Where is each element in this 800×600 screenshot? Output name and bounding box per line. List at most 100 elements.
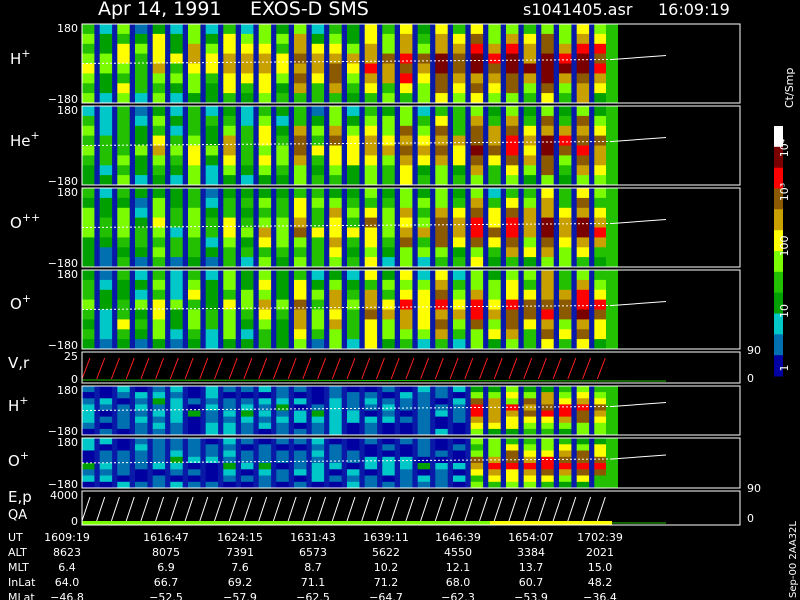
heatmap-cell [541, 165, 554, 176]
heatmap-cell [506, 456, 519, 464]
heatmap-cell [435, 386, 448, 393]
heatmap-cell [258, 475, 272, 483]
heatmap-cell [541, 398, 554, 405]
heatmap-cell [276, 53, 289, 64]
ephem-cell: 12.1 [446, 561, 471, 574]
heatmap-cell [453, 416, 466, 424]
heatmap-cell [258, 339, 272, 350]
heatmap-cell [541, 469, 554, 477]
panel-frame [81, 437, 741, 489]
heatmap-cell [523, 197, 537, 209]
heatmap-cell [135, 135, 148, 146]
heatmap-cell [170, 422, 183, 430]
heatmap-cell [223, 188, 236, 199]
heatmap-cell [364, 175, 378, 186]
pitch-trace [81, 406, 613, 411]
heatmap-cell [417, 165, 431, 176]
heatmap-cell [523, 257, 537, 268]
ephem-cell: 6573 [299, 546, 327, 559]
heatmap-cell [188, 309, 201, 320]
heatmap-cell [294, 422, 307, 430]
heatmap-cell [347, 463, 360, 470]
heatmap-cell [453, 145, 466, 156]
heatmap-cell [594, 475, 607, 483]
heatmap-cell [559, 386, 572, 393]
heatmap-cell [188, 53, 201, 64]
heatmap-cell [170, 217, 183, 228]
heatmap-cell [205, 106, 219, 117]
heatmap-cell [82, 339, 95, 350]
heatmap-cell [329, 115, 342, 127]
heatmap-cell [364, 53, 378, 64]
heatmap-cell [276, 115, 289, 127]
heatmap-cell [400, 73, 413, 84]
heatmap-cell [488, 33, 501, 45]
heatmap-cell [223, 329, 236, 340]
heatmap-cell [152, 115, 166, 127]
heatmap-cell [470, 33, 484, 45]
heatmap-cell [400, 24, 413, 35]
heatmap-cell [576, 475, 590, 483]
heatmap-cell [258, 175, 272, 186]
heatmap-cell [276, 24, 289, 35]
heatmap-cell [311, 217, 325, 228]
heatmap-cell [82, 155, 95, 166]
heatmap-cell [453, 270, 466, 281]
heatmap-cell [523, 83, 537, 94]
panel-label: E,p [8, 488, 32, 506]
heatmap-cell [170, 416, 183, 424]
heatmap-cell [506, 428, 519, 436]
heatmap-cell [382, 257, 395, 268]
heatmap-cell [576, 410, 590, 418]
heatmap-cell [576, 93, 590, 104]
heatmap-cell [170, 319, 183, 330]
heatmap-cell [170, 392, 183, 399]
heatmap-cell [135, 165, 148, 176]
heatmap-cell [488, 289, 501, 301]
heatmap-cell [135, 416, 148, 424]
heatmap-cell [559, 339, 572, 350]
heatmap-cell [82, 481, 95, 489]
heatmap-cell [311, 197, 325, 209]
ephem-row-name: MLT [8, 561, 29, 574]
heatmap-cell [276, 125, 289, 137]
heatmap-cell [400, 207, 413, 219]
heatmap-cell [453, 257, 466, 268]
heatmap-cell [417, 43, 431, 55]
heatmap-cell [400, 309, 413, 320]
y-bottom-label: −180 [48, 257, 78, 270]
heatmap-cell [241, 63, 254, 74]
heatmap-cell [417, 299, 431, 310]
heatmap-cell [152, 165, 166, 176]
heatmap-cell [506, 329, 519, 340]
heatmap-cell [311, 392, 325, 399]
heatmap-cell [400, 319, 413, 330]
heatmap-cell [435, 63, 448, 74]
heatmap-cell [347, 257, 360, 268]
heatmap-cell [205, 165, 219, 176]
heatmap-cell [276, 386, 289, 393]
heatmap-cell [364, 319, 378, 330]
heatmap-cell [188, 416, 201, 424]
heatmap-cell [329, 93, 342, 104]
heatmap-cell [99, 469, 113, 477]
heatmap-cell [258, 73, 272, 84]
heatmap-cell [311, 227, 325, 238]
heatmap-cell [294, 135, 307, 146]
heatmap-cell [559, 197, 572, 209]
heatmap-cell [188, 24, 201, 35]
pitch-trace [81, 305, 613, 310]
heatmap-cell [382, 53, 395, 64]
panel-label: O+ [8, 449, 29, 470]
heatmap-cell [258, 279, 272, 291]
heatmap-cell [294, 270, 307, 281]
heatmap-cell [311, 237, 325, 248]
heatmap-cell [82, 175, 95, 186]
heatmap-cell [205, 463, 219, 470]
heatmap-cell [400, 339, 413, 350]
heatmap-cell [276, 319, 289, 330]
heatmap-cell [188, 135, 201, 146]
heatmap-cell [152, 257, 166, 268]
heatmap-cell [400, 428, 413, 436]
